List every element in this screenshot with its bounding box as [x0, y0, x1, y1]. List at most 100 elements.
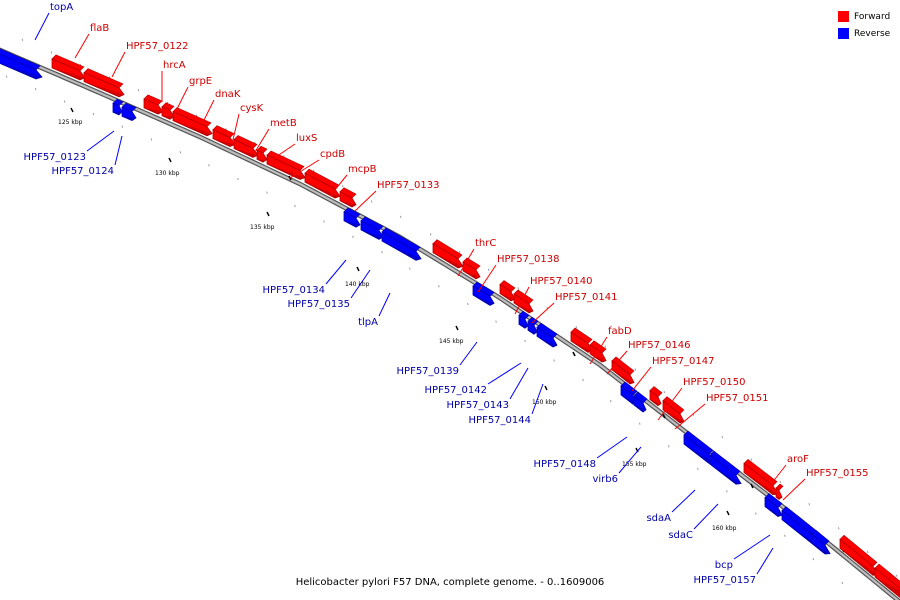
gene-dnaK[interactable]: [172, 107, 213, 137]
track-dash: [399, 215, 402, 218]
gene-sdaC[interactable]: [709, 450, 742, 485]
gene-label-tlpA[interactable]: tlpA: [358, 292, 391, 328]
gene-HPF57_0144[interactable]: [536, 322, 558, 348]
gene-label-HPF57_0135[interactable]: HPF57_0135: [288, 269, 371, 310]
gene-label-fabD[interactable]: fabD: [589, 326, 632, 365]
gene-label-HPF57_0143[interactable]: HPF57_0143: [447, 367, 529, 411]
gene-label-HPF57_0138[interactable]: HPF57_0138: [477, 254, 559, 293]
gene-label-HPF57_0155[interactable]: HPF57_0155: [782, 468, 868, 501]
gene-label-HPF57_0124[interactable]: HPF57_0124: [52, 135, 123, 177]
gene-label-HPF57_0139[interactable]: HPF57_0139: [397, 341, 478, 377]
gene-topA[interactable]: [0, 48, 43, 80]
gene-label-metB[interactable]: metB: [254, 118, 297, 153]
gene-HPF57_0142[interactable]: [518, 310, 530, 329]
gene-HPF57_0150[interactable]: [649, 386, 663, 407]
gene-label-HPF57_0147[interactable]: HPF57_0147: [631, 356, 714, 392]
gene-label-hrcA[interactable]: hrcA: [161, 60, 186, 102]
gene-label-HPF57_0133[interactable]: HPF57_0133: [354, 180, 439, 212]
leader-line: [329, 174, 348, 197]
gene-thrC[interactable]: [432, 239, 464, 269]
gene-label-HPF57_0157[interactable]: HPF57_0157: [694, 547, 774, 586]
gene-label-topA[interactable]: topA: [34, 2, 73, 41]
track-dash: [726, 490, 728, 493]
gene-bcp[interactable]: [764, 493, 783, 518]
gene-label-luxS[interactable]: luxS: [266, 133, 317, 164]
gene-label-HPF57_0123[interactable]: HPF57_0123: [24, 130, 115, 163]
leader-line: [354, 190, 377, 212]
gene-label-cysK[interactable]: cysK: [231, 103, 264, 145]
gene-HPF57_0122[interactable]: [83, 68, 125, 98]
gene-label-HPF57_0146[interactable]: HPF57_0146: [606, 340, 690, 375]
gene-name: grpE: [189, 76, 212, 87]
gene-label-HPF57_0144[interactable]: HPF57_0144: [469, 383, 544, 426]
gene-label-HPF57_0134[interactable]: HPF57_0134: [263, 259, 347, 296]
gene-label-HPF57_0150[interactable]: HPF57_0150: [657, 377, 745, 421]
gene-luxS[interactable]: [256, 145, 268, 163]
gene-extra-1[interactable]: [874, 563, 900, 599]
track-marker: [572, 351, 576, 357]
gene-HPF57_0134[interactable]: [343, 207, 361, 228]
gene-virb6[interactable]: [633, 391, 648, 413]
gene-label-dnaK[interactable]: dnaK: [201, 89, 241, 125]
gene-cysK[interactable]: [212, 125, 236, 148]
gene-extra-0[interactable]: [839, 534, 879, 576]
gene-HPF57_0148[interactable]: [620, 381, 638, 405]
gene-name: sdaA: [646, 513, 671, 524]
track-dash: [323, 220, 325, 223]
gene-label-grpE[interactable]: grpE: [174, 76, 212, 114]
gene-label-flaB[interactable]: flaB: [74, 23, 109, 59]
gene-mcpB[interactable]: [304, 168, 341, 199]
gene-name: HPF57_0133: [377, 180, 439, 191]
gene-cpdB[interactable]: [266, 150, 306, 180]
track-dash: [721, 436, 724, 439]
scale-tick-label: 155 kbp: [622, 461, 647, 468]
gene-label-bcp[interactable]: bcp: [715, 534, 771, 571]
gene-extra-2[interactable]: [811, 529, 829, 553]
gene-shade: [382, 240, 421, 261]
gene-label-sdaA[interactable]: sdaA: [646, 489, 696, 524]
gene-label-sdaC[interactable]: sdaC: [668, 503, 719, 541]
gene-HPF57_0123[interactable]: [112, 98, 124, 116]
gene-label-HPF57_0122[interactable]: HPF57_0122: [111, 41, 188, 78]
gene-hrcA[interactable]: [143, 94, 164, 115]
gene-label-mcpB[interactable]: mcpB: [329, 164, 377, 197]
gene-HPF57_0124[interactable]: [121, 102, 137, 122]
gene-HPF57_0143[interactable]: [527, 316, 539, 335]
gene-label-HPF57_0148[interactable]: HPF57_0148: [534, 436, 628, 470]
leader-line: [531, 383, 544, 415]
gene-grpE[interactable]: [161, 102, 175, 120]
gene-label-virb6[interactable]: virb6: [592, 446, 642, 485]
gene-label-HPF57_0140[interactable]: HPF57_0140: [514, 276, 592, 315]
gene-label-aroF[interactable]: aroF: [767, 454, 809, 489]
gene-label-HPF57_0142[interactable]: HPF57_0142: [425, 362, 522, 396]
gene-label-thrC[interactable]: thrC: [457, 238, 496, 277]
gene-tlpA[interactable]: [381, 227, 422, 261]
track-dash: [294, 204, 296, 208]
track-dash: [784, 534, 786, 538]
leader-line: [350, 269, 371, 299]
track-dash: [381, 251, 383, 254]
gene-sdaA[interactable]: [683, 430, 715, 464]
track-dash: [237, 177, 239, 181]
gene-HPF57_0140[interactable]: [499, 280, 516, 302]
leader-line: [231, 113, 240, 145]
gene-HPF57_0155[interactable]: [775, 483, 784, 500]
gene-label-HPF57_0151[interactable]: HPF57_0151: [674, 393, 768, 430]
track-dash: [63, 100, 66, 103]
gene-metB[interactable]: [233, 135, 259, 158]
gene-flaB[interactable]: [51, 54, 86, 81]
leader-line: [74, 33, 90, 59]
gene-name: cysK: [240, 103, 264, 114]
leader-line: [459, 341, 478, 366]
gene-label-HPF57_0141[interactable]: HPF57_0141: [531, 292, 617, 324]
gene-shade: [537, 336, 557, 348]
gene-shade: [519, 324, 528, 329]
gene-name: sdaC: [668, 530, 693, 541]
gene-label-cpdB[interactable]: cpdB: [289, 149, 345, 179]
gene-HPF57_0146[interactable]: [589, 340, 607, 363]
gene-HPF57_0135[interactable]: [360, 216, 384, 240]
gene-name: HPF57_0142: [425, 385, 487, 396]
gene-HPF57_0133[interactable]: [339, 187, 357, 208]
track-dash: [604, 345, 607, 348]
